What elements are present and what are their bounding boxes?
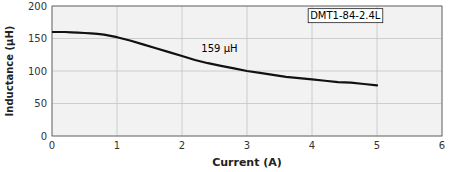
x-tick-label: 2 xyxy=(179,140,185,151)
part-label-group: DMT1-84-2.4L xyxy=(308,9,383,23)
part-label: DMT1-84-2.4L xyxy=(310,10,381,21)
x-tick-label: 5 xyxy=(374,140,380,151)
chart: 0 1 2 3 4 5 6 0 50 100 150 200 Current (A) Inductance… xyxy=(0,0,450,172)
y-tick-label: 50 xyxy=(34,98,47,109)
y-tick-label: 150 xyxy=(28,33,47,44)
grid xyxy=(52,6,442,136)
plot-frame xyxy=(52,6,442,136)
x-axis-label: Current (A) xyxy=(212,156,282,169)
x-tick-label: 3 xyxy=(244,140,250,151)
y-tick-label: 100 xyxy=(28,66,47,77)
x-tick-label: 6 xyxy=(439,140,445,151)
y-axis-label: Inductance (μH) xyxy=(4,26,15,117)
x-tick-label: 1 xyxy=(114,140,120,151)
plot-area xyxy=(52,6,442,136)
y-grid-line xyxy=(52,103,442,104)
y-grid-line xyxy=(52,38,442,39)
part-label-box xyxy=(308,9,383,23)
series-group xyxy=(52,32,377,85)
y-tick-label: 200 xyxy=(28,1,47,12)
x-tick-label: 0 xyxy=(49,140,55,151)
inductance-line xyxy=(52,32,377,85)
x-tick-label: 4 xyxy=(309,140,315,151)
annotation: 159 μH xyxy=(201,43,237,54)
y-tick-label: 0 xyxy=(41,131,47,142)
